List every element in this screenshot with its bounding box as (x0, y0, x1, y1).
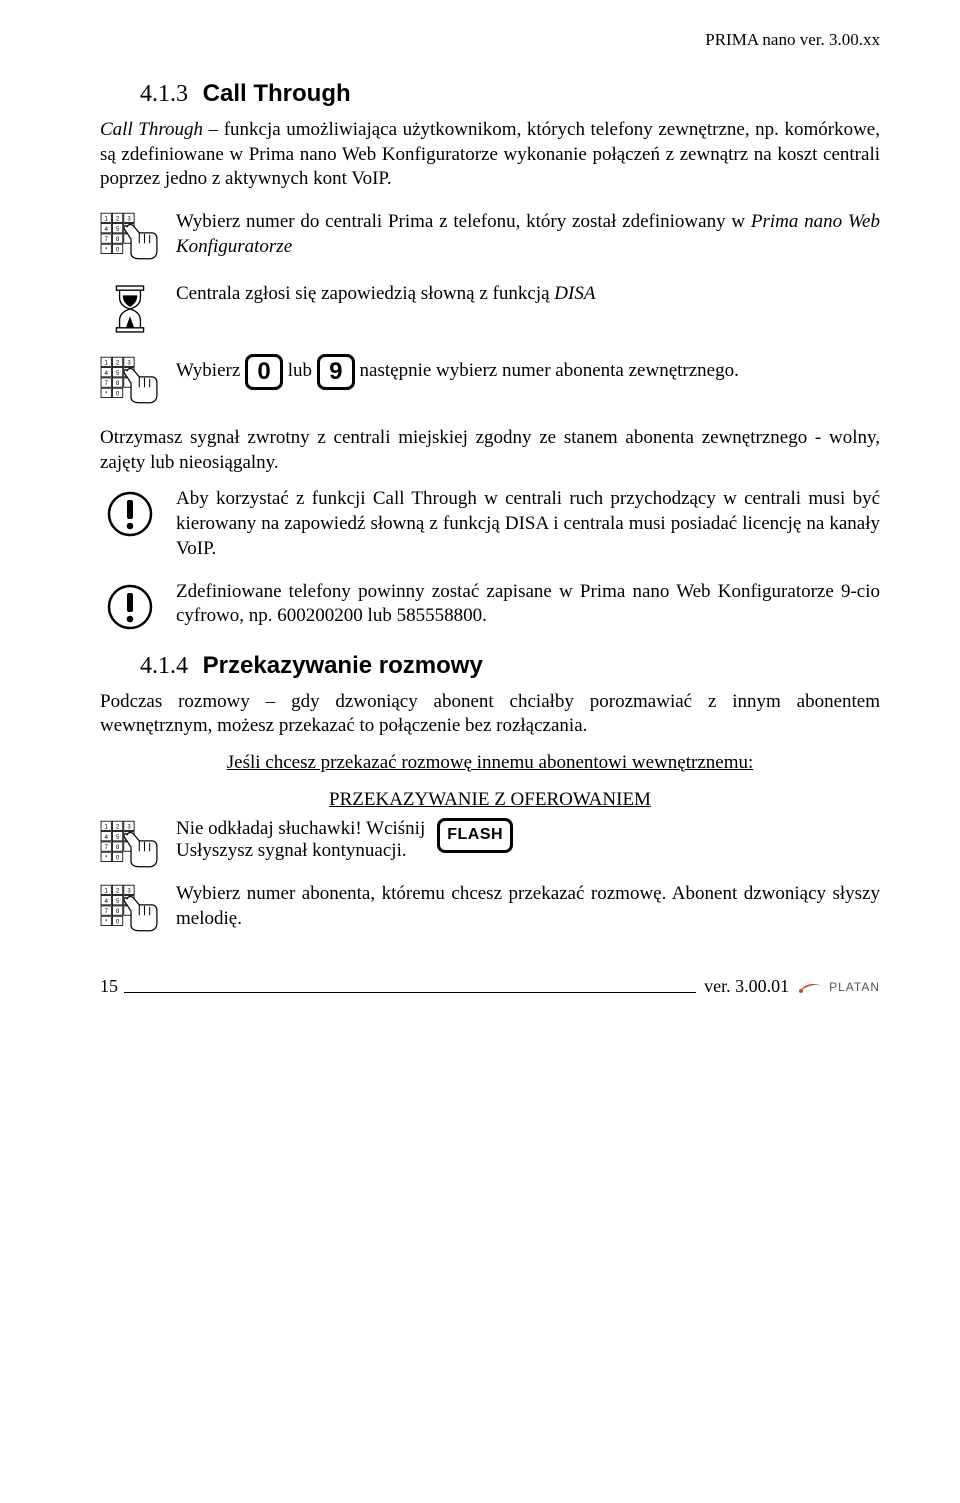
post-step-text: Otrzymasz sygnał zwrotny z centrali miej… (100, 426, 880, 475)
section-413-heading: 4.1.3 Call Through (140, 80, 880, 108)
italic-text: DISA (554, 283, 595, 304)
body-text: Wybierz (176, 360, 245, 381)
body-text: następnie wybierz numer abonenta zewnętr… (360, 360, 739, 381)
body-text: Centrala zgłosi się zapowiedzią słowną z… (176, 283, 554, 304)
step-flash: Nie odkładaj słuchawki! Wciśnij Usłyszys… (100, 818, 880, 872)
step-text: Wybierz numer abonenta, któremu chcesz p… (176, 882, 880, 931)
section-414-heading: 4.1.4 Przekazywanie rozmowy (140, 652, 880, 680)
note-text: Aby korzystać z funkcji Call Through w c… (100, 487, 880, 561)
step-dial-central: Wybierz numer do centrali Prima z telefo… (100, 210, 880, 264)
note-call-through: Aby korzystać z funkcji Call Through w c… (100, 487, 880, 561)
section-413-intro: Call Through – funkcja umożliwiająca uży… (100, 118, 880, 192)
section-title: Przekazywanie rozmowy (203, 652, 483, 679)
section-title: Call Through (203, 80, 351, 107)
keypad-hand-icon (100, 354, 160, 408)
key-0: 0 (245, 354, 283, 390)
hourglass-icon (100, 282, 160, 336)
transfer-subheading: Jeśli chcesz przekazać rozmowę innemu ab… (100, 751, 880, 776)
step-text: Wybierz numer do centrali Prima z telefo… (176, 210, 880, 259)
step-text: Wybierz 0 lub 9 następnie wybierz numer … (176, 354, 880, 390)
body-text: lub (288, 360, 317, 381)
key-flash: FLASH (437, 818, 513, 852)
body-text: Nie odkładaj słuchawki! Wciśnij (176, 818, 425, 840)
step-dial-transfer: Wybierz numer abonenta, któremu chcesz p… (100, 882, 880, 936)
step-wait-disa: Centrala zgłosi się zapowiedzią słowną z… (100, 282, 880, 336)
transfer-with-offer-heading: PRZEKAZYWANIE Z OFEROWANIEM (100, 788, 880, 813)
body-text: Usłyszysz sygnał kontynuacji. (176, 840, 425, 862)
exclamation-icon (100, 580, 160, 634)
footer-rule (124, 992, 696, 993)
body-text: – funkcja umożliwiająca użytkownikom, kt… (100, 119, 880, 189)
section-number: 4.1.3 (140, 81, 188, 107)
key-9: 9 (317, 354, 355, 390)
keypad-hand-icon (100, 818, 160, 872)
note-text: Zdefiniowane telefony powinny zostać zap… (176, 580, 880, 629)
exclamation-icon (100, 487, 160, 541)
doc-header-version: PRIMA nano ver. 3.00.xx (100, 30, 880, 50)
section-414-intro: Podczas rozmowy – gdy dzwoniący abonent … (100, 690, 880, 739)
step-text: Centrala zgłosi się zapowiedzią słowną z… (176, 282, 880, 307)
brand-logo: PLATAN (797, 978, 880, 996)
section-number: 4.1.4 (140, 653, 188, 679)
page-footer: 15 ver. 3.00.01 PLATAN (100, 976, 880, 997)
keypad-hand-icon (100, 882, 160, 936)
footer-version: ver. 3.00.01 (704, 976, 789, 997)
platan-swoosh-icon (797, 978, 825, 996)
note-define-phones: Zdefiniowane telefony powinny zostać zap… (100, 580, 880, 634)
body-text: Wybierz numer do centrali Prima z telefo… (176, 211, 751, 232)
italic-text: Call Through (100, 119, 203, 140)
step-choose-key: Wybierz 0 lub 9 następnie wybierz numer … (100, 354, 880, 408)
page-number: 15 (100, 976, 118, 997)
keypad-hand-icon (100, 210, 160, 264)
brand-name: PLATAN (829, 980, 880, 994)
